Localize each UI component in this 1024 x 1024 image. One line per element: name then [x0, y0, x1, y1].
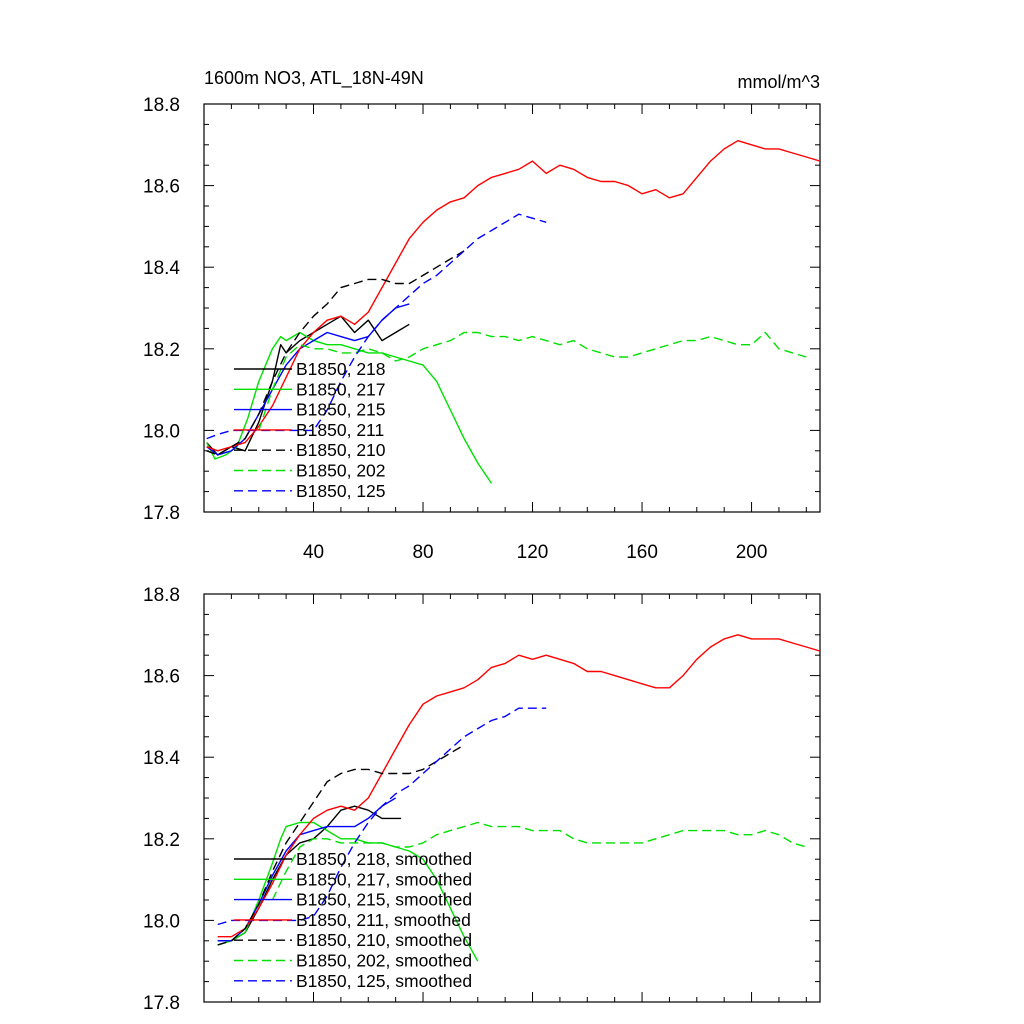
x-tick-label: 120	[517, 542, 549, 563]
x-tick-label: 200	[736, 542, 768, 563]
x-tick-label: 40	[303, 542, 324, 563]
series-line-b1850-210-smoothed	[217, 744, 465, 946]
y-tick-label: 18.8	[143, 95, 180, 116]
bottom-axes: 17.8 18.0 18.2 18.4 18.6 18.8	[143, 585, 821, 1014]
series-line-b1850-217	[206, 331, 493, 484]
y-tick-label: 18.0	[143, 421, 180, 442]
y-tick-label: 18.4	[143, 748, 180, 769]
legend-label: B1850, 218, smoothed	[296, 849, 472, 869]
top-axes: 17.8 18.0 18.2 18.4 18.6 18.8 40 80 120 160 200	[143, 95, 821, 563]
y-tick-label: 18.2	[143, 340, 180, 361]
legend-label: B1850, 215, smoothed	[296, 890, 472, 910]
legend-label: B1850, 210	[296, 440, 386, 460]
y-tick-label: 18.2	[143, 830, 180, 851]
y-tick-label: 18.6	[143, 667, 180, 688]
legend-label: B1850, 202, smoothed	[296, 951, 472, 971]
series-line-b1850-211	[206, 139, 820, 452]
top-series-group	[206, 139, 820, 484]
bottom-panel: 17.8 18.0 18.2 18.4 18.6 18.8 B1850, 218, smo…	[143, 585, 821, 1014]
series-line-b1850-125-smoothed	[217, 707, 547, 926]
y-tick-label: 17.8	[143, 503, 180, 524]
series-line-b1850-202	[258, 331, 807, 431]
legend-label: B1850, 125, smoothed	[296, 971, 472, 991]
legend-label: B1850, 211	[296, 420, 384, 440]
legend-label: B1850, 218	[296, 359, 386, 379]
series-line-b1850-202-smoothed	[271, 821, 807, 901]
legend-label: B1850, 202	[296, 461, 386, 481]
legend-label: B1850, 217, smoothed	[296, 869, 472, 889]
legend-label: B1850, 211, smoothed	[296, 910, 471, 930]
legend-label: B1850, 210, smoothed	[296, 930, 472, 950]
legend-label: B1850, 217	[296, 379, 386, 399]
bottom-series-group	[217, 634, 820, 962]
chart-title: 1600m NO3, ATL_18N-49N	[204, 68, 424, 89]
series-line-b1850-218	[206, 315, 410, 456]
units-label: mmol/m^3	[738, 72, 820, 92]
top-panel: 1600m NO3, ATL_18N-49N mmol/m^3 17.8 18.0…	[143, 68, 821, 563]
y-tick-label: 18.4	[143, 258, 180, 279]
y-tick-label: 18.0	[143, 911, 180, 932]
y-tick-label: 17.8	[143, 993, 180, 1014]
y-tick-label: 18.6	[143, 177, 180, 198]
series-line-b1850-210	[206, 250, 465, 456]
x-tick-label: 160	[626, 542, 658, 563]
y-tick-label: 18.8	[143, 585, 180, 606]
legend-label: B1850, 215	[296, 400, 386, 420]
series-line-b1850-125	[206, 213, 547, 440]
series-line-b1850-211-smoothed	[217, 634, 820, 938]
series-line-b1850-217-smoothed	[217, 821, 479, 962]
legend-label: B1850, 125	[296, 481, 386, 501]
x-tick-label: 80	[412, 542, 433, 563]
